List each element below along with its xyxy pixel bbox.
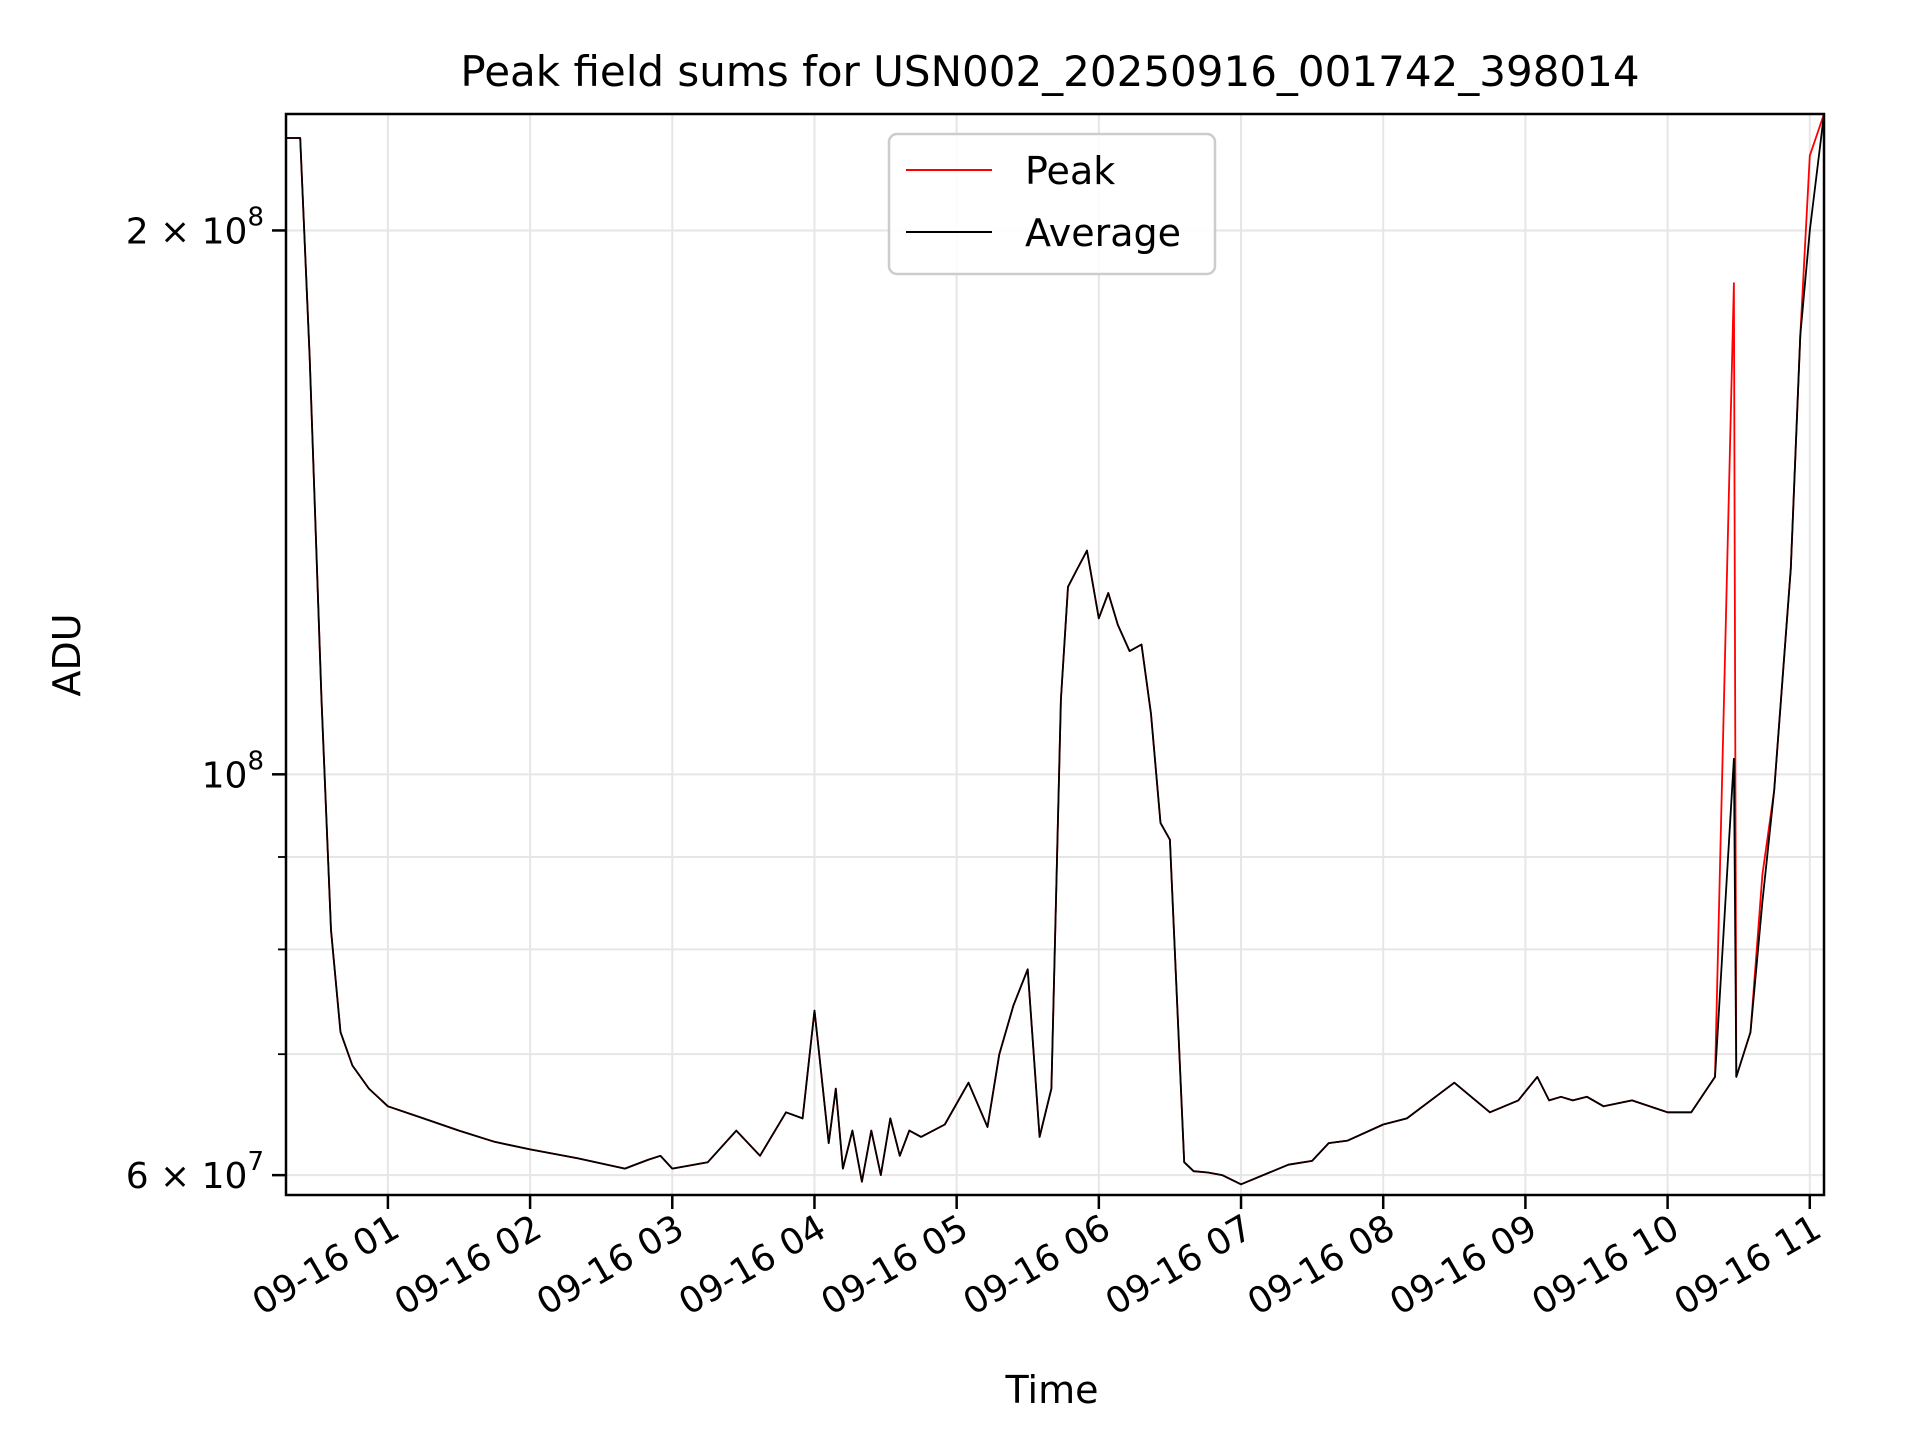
x-axis-label: Time	[1005, 1368, 1099, 1412]
y-tick-label: 2 × 108	[126, 202, 264, 252]
series-line-average	[286, 114, 1824, 1186]
plot-frame	[284, 112, 1826, 1197]
legend: Peak Average	[887, 132, 1217, 276]
series-layer	[286, 114, 1824, 1186]
y-axis: 6 × 107 108 2 × 108	[126, 202, 286, 1197]
y-tick-label: 108	[202, 746, 264, 796]
chart-title: Peak field sums for USN002_20250916_0017…	[460, 47, 1639, 96]
y-axis-label: ADU	[45, 613, 89, 696]
legend-label-peak: Peak	[1025, 149, 1115, 193]
y-tick-label: 6 × 107	[126, 1147, 264, 1197]
legend-label-average: Average	[1025, 211, 1181, 255]
